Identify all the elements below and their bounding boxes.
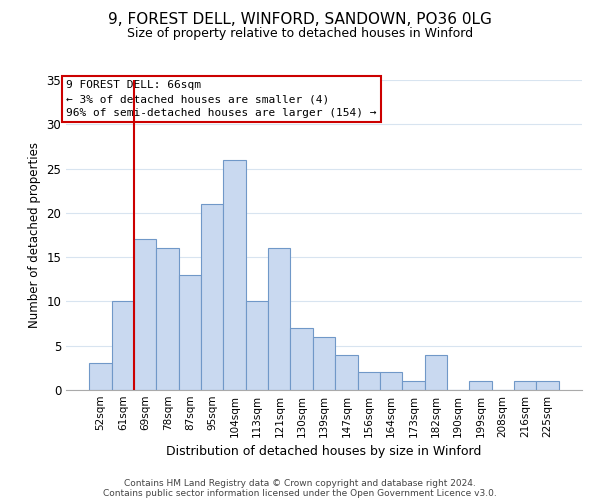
Y-axis label: Number of detached properties: Number of detached properties (28, 142, 41, 328)
Bar (402, 381, 425, 390)
Bar (469, 381, 491, 390)
Bar (134, 240, 157, 390)
Bar (268, 248, 290, 390)
Bar (380, 372, 402, 390)
Text: 9, FOREST DELL, WINFORD, SANDOWN, PO36 0LG: 9, FOREST DELL, WINFORD, SANDOWN, PO36 0… (108, 12, 492, 28)
Bar (201, 204, 223, 390)
Bar (112, 302, 134, 390)
Bar (425, 354, 447, 390)
Bar (290, 328, 313, 390)
Bar (157, 248, 179, 390)
Bar (358, 372, 380, 390)
Bar (179, 275, 201, 390)
Bar (223, 160, 246, 390)
Bar (536, 381, 559, 390)
Text: 9 FOREST DELL: 66sqm
← 3% of detached houses are smaller (4)
96% of semi-detache: 9 FOREST DELL: 66sqm ← 3% of detached ho… (66, 80, 377, 118)
Bar (335, 354, 358, 390)
Bar (313, 337, 335, 390)
X-axis label: Distribution of detached houses by size in Winford: Distribution of detached houses by size … (166, 446, 482, 458)
Text: Contains public sector information licensed under the Open Government Licence v3: Contains public sector information licen… (103, 488, 497, 498)
Bar (89, 364, 112, 390)
Bar (514, 381, 536, 390)
Text: Size of property relative to detached houses in Winford: Size of property relative to detached ho… (127, 28, 473, 40)
Text: Contains HM Land Registry data © Crown copyright and database right 2024.: Contains HM Land Registry data © Crown c… (124, 478, 476, 488)
Bar (246, 302, 268, 390)
